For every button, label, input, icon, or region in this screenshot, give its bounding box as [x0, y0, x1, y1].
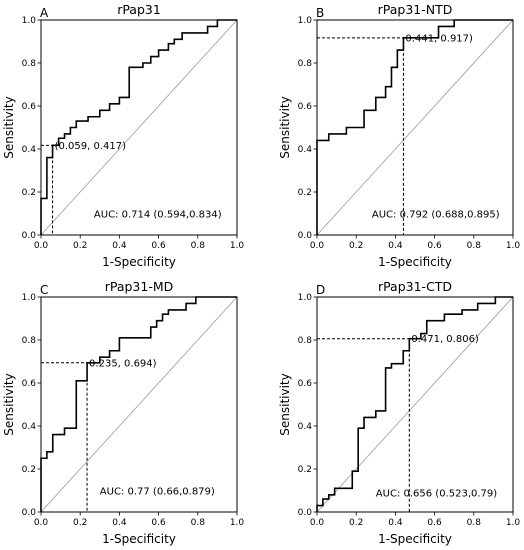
x-axis-label: 1-Specificity: [102, 255, 176, 269]
y-tick-label: 0.4: [298, 422, 313, 432]
x-tick-label: 0.4: [388, 241, 403, 251]
chart-title: rPap31-NTD: [378, 2, 453, 17]
x-axis-label: 1-Specificity: [102, 532, 176, 546]
chance-diagonal-line: [316, 19, 514, 236]
y-tick-label: 0.2: [22, 465, 36, 475]
cutoff-point-label: 0.235, 0.694): [89, 358, 157, 369]
auc-label: AUC: 0.792 (0.688,0.895): [372, 210, 500, 221]
x-tick-label: 0.6: [151, 241, 166, 251]
auc-label: AUC: 0.656 (0.523,0.79): [376, 489, 497, 500]
chart-title: rPap31-CTD: [378, 279, 452, 294]
y-tick-label: 0.0: [22, 231, 37, 241]
y-axis-label: Sensitivity: [278, 96, 292, 158]
y-axis-label: Sensitivity: [2, 96, 16, 158]
x-tick-label: 0.8: [191, 518, 206, 528]
chance-diagonal-line: [40, 19, 238, 236]
x-axis-label: 1-Specificity: [378, 532, 452, 546]
cutoff-point-label: (0.059, 0.417): [55, 141, 127, 152]
chart-title: rPap31: [117, 2, 161, 17]
x-tick-label: 1.0: [506, 241, 521, 251]
axes-frame: [316, 296, 514, 513]
y-tick-label: 0.2: [298, 465, 312, 475]
axes-frame: [40, 296, 238, 513]
x-tick-label: 0.6: [151, 518, 166, 528]
y-tick-label: 0.0: [298, 508, 313, 518]
chance-diagonal-line: [40, 296, 238, 513]
roc-curve-line: [316, 296, 513, 512]
panel-letter: B: [316, 6, 324, 20]
axes-frame: [316, 19, 514, 236]
y-tick-label: 0.4: [298, 145, 313, 155]
panel-letter: A: [40, 6, 49, 20]
y-tick-label: 1.0: [22, 293, 37, 303]
y-tick-label: 0.8: [298, 59, 313, 69]
roc-curve-line: [316, 19, 513, 235]
x-tick-label: 0.2: [349, 241, 363, 251]
y-tick-label: 0.4: [22, 422, 37, 432]
y-tick-label: 0.4: [22, 145, 37, 155]
y-tick-label: 0.6: [22, 102, 37, 112]
y-tick-label: 0.8: [22, 59, 37, 69]
y-tick-label: 0.2: [22, 188, 36, 198]
y-tick-label: 1.0: [298, 16, 313, 26]
y-tick-label: 0.6: [298, 102, 313, 112]
x-tick-label: 0.4: [112, 518, 127, 528]
y-axis-label: Sensitivity: [2, 373, 16, 435]
y-tick-label: 0.8: [22, 336, 37, 346]
x-tick-label: 0.0: [310, 241, 325, 251]
panel-letter: D: [316, 283, 325, 297]
x-tick-label: 0.6: [427, 518, 442, 528]
x-tick-label: 1.0: [230, 241, 245, 251]
y-tick-label: 0.0: [298, 231, 313, 241]
y-tick-label: 0.2: [298, 188, 312, 198]
x-tick-label: 0.8: [191, 241, 206, 251]
chance-diagonal-line: [316, 296, 514, 513]
x-tick-label: 0.0: [34, 518, 49, 528]
y-tick-label: 1.0: [22, 16, 37, 26]
y-tick-label: 0.0: [22, 508, 37, 518]
y-axis-label: Sensitivity: [278, 373, 292, 435]
x-tick-label: 0.4: [112, 241, 127, 251]
x-tick-label: 0.2: [349, 518, 363, 528]
auc-label: AUC: 0.77 (0.66,0.879): [100, 487, 215, 498]
x-tick-label: 0.6: [427, 241, 442, 251]
x-tick-label: 0.2: [73, 241, 87, 251]
x-tick-label: 1.0: [230, 518, 245, 528]
panel-letter: C: [40, 283, 48, 297]
x-tick-label: 1.0: [506, 518, 521, 528]
x-tick-label: 0.2: [73, 518, 87, 528]
y-tick-label: 1.0: [298, 293, 313, 303]
roc-curve-line: [40, 19, 237, 235]
x-axis-label: 1-Specificity: [378, 255, 452, 269]
x-tick-label: 0.8: [467, 241, 482, 251]
y-tick-label: 0.6: [298, 379, 313, 389]
x-tick-label: 0.8: [467, 518, 482, 528]
cutoff-point-label: 0.471, 0.806): [411, 334, 479, 345]
x-tick-label: 0.0: [310, 518, 325, 528]
roc-curve-line: [40, 296, 237, 512]
x-tick-label: 0.0: [34, 241, 49, 251]
x-tick-label: 0.4: [388, 518, 403, 528]
auc-label: AUC: 0.714 (0.594,0.834): [94, 210, 222, 221]
chart-title: rPap31-MD: [105, 279, 174, 294]
cutoff-point-label: 0.441, 0.917): [405, 33, 473, 44]
y-tick-label: 0.8: [298, 336, 313, 346]
axes-frame: [40, 19, 238, 236]
y-tick-label: 0.6: [22, 379, 37, 389]
